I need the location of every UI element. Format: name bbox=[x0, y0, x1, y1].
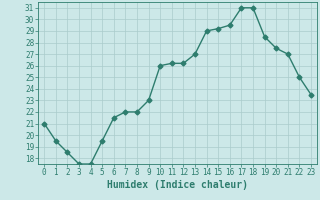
X-axis label: Humidex (Indice chaleur): Humidex (Indice chaleur) bbox=[107, 180, 248, 190]
